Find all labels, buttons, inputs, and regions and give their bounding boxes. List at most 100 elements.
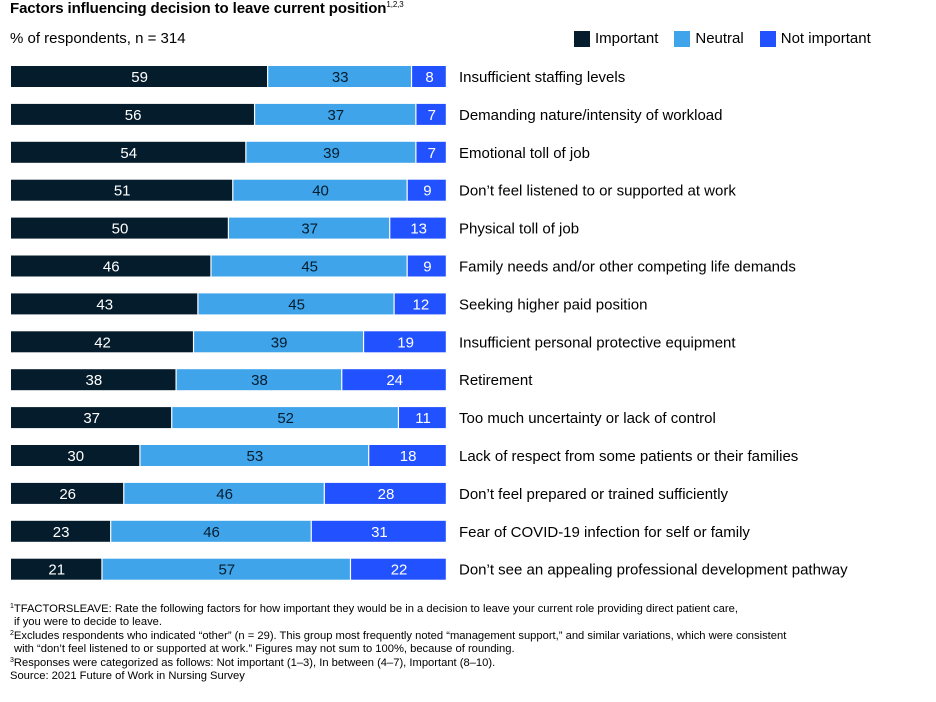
- data-label-not-important-14: 22: [391, 562, 408, 579]
- category-label-6: Family needs and/or other competing life…: [459, 259, 796, 276]
- footnote-1: 1TFACTORSLEAVE: Rate the following facto…: [10, 601, 910, 616]
- data-label-important-9: 38: [85, 372, 102, 389]
- data-label-not-important-10: 11: [415, 410, 431, 427]
- data-label-not-important-9: 24: [386, 372, 403, 389]
- bar-important-2: [11, 103, 254, 125]
- category-label-12: Don’t feel prepared or trained sufficien…: [459, 486, 729, 503]
- data-label-neutral-7: 45: [288, 296, 305, 313]
- data-label-neutral-10: 52: [277, 410, 294, 427]
- bar-important-4: [11, 179, 233, 201]
- footnote-2-mark: 2: [10, 630, 14, 638]
- data-label-neutral-12: 46: [216, 486, 233, 503]
- bar-not-important-11: [369, 445, 446, 466]
- data-label-important-4: 51: [114, 183, 131, 200]
- bar-neutral-3: [246, 141, 416, 163]
- category-label-4: Don’t feel listened to or supported at w…: [459, 183, 736, 200]
- data-label-important-5: 50: [112, 221, 129, 238]
- legend-label-neutral: Neutral: [695, 30, 744, 47]
- bar-not-important-3: [416, 141, 446, 163]
- footnote-1-continued: if you were to decide to leave.: [14, 615, 163, 628]
- data-label-important-13: 23: [53, 524, 70, 541]
- data-label-not-important-6: 9: [423, 259, 431, 276]
- data-label-neutral-3: 39: [323, 145, 340, 162]
- bar-not-important-2: [416, 103, 446, 125]
- category-label-11: Lack of respect from some patients or th…: [459, 448, 798, 465]
- footnote-3: 3Responses were categorized as follows: …: [10, 655, 910, 670]
- bar-neutral-12: [124, 482, 324, 504]
- footnote-2-text: Excludes respondents who indicated “othe…: [13, 630, 787, 643]
- bar-important-8: [11, 331, 193, 353]
- bar-important-10: [11, 407, 172, 429]
- data-label-important-1: 59: [131, 69, 148, 86]
- bar-not-important-8: [364, 331, 446, 353]
- category-label-8: Insufficient personal protective equipme…: [459, 334, 736, 351]
- chart-legend: Important Neutral Not important: [574, 30, 871, 47]
- chart-subtitle: % of respondents, n = 314: [10, 30, 186, 47]
- data-label-not-important-3: 7: [428, 145, 436, 162]
- category-label-10: Too much uncertainty or lack of control: [459, 410, 716, 427]
- data-label-important-11: 30: [67, 448, 84, 465]
- bar-important-12: [11, 482, 124, 504]
- bar-important-7: [11, 293, 198, 315]
- bar-neutral-10: [172, 407, 398, 429]
- chart-title-text: Factors influencing decision to leave cu…: [10, 0, 387, 17]
- bar-neutral-6: [211, 255, 407, 277]
- data-label-important-8: 42: [94, 334, 111, 351]
- category-label-7: Seeking higher paid position: [459, 296, 647, 313]
- bar-important-5: [11, 217, 228, 239]
- title-footnote-marks: 1,2,3: [386, 0, 404, 9]
- legend-swatch-neutral: [674, 30, 691, 47]
- bar-neutral-4: [233, 179, 407, 201]
- bar-important-6: [11, 255, 211, 277]
- data-label-not-important-2: 7: [428, 107, 436, 124]
- footnotes: 1TFACTORSLEAVE: Rate the following facto…: [10, 601, 910, 683]
- data-label-not-important-7: 12: [412, 296, 429, 313]
- bar-neutral-1: [268, 66, 411, 87]
- data-label-not-important-13: 31: [371, 524, 388, 541]
- footnote-3-mark: 3: [10, 657, 14, 665]
- data-label-important-12: 26: [59, 486, 76, 503]
- footnote-3-text: Responses were categorized as follows: N…: [13, 657, 496, 670]
- bar-not-important-14: [351, 558, 446, 580]
- bar-not-important-12: [324, 482, 446, 504]
- data-label-neutral-1: 33: [332, 69, 349, 86]
- bar-important-14: [11, 558, 102, 580]
- bar-not-important-10: [399, 407, 446, 429]
- data-label-not-important-8: 19: [397, 334, 414, 351]
- chart-title: Factors influencing decision to leave cu…: [10, 0, 404, 17]
- legend-item-important: Important: [574, 30, 658, 47]
- footnote-2-continued: with “don’t feel listened to or supporte…: [14, 642, 515, 655]
- bar-not-important-9: [342, 369, 446, 391]
- bar-neutral-14: [102, 558, 350, 580]
- bar-neutral-7: [198, 293, 394, 315]
- legend-swatch-not-important: [759, 30, 776, 47]
- bar-important-13: [11, 520, 111, 542]
- data-label-neutral-5: 37: [301, 221, 318, 238]
- bar-not-important-4: [407, 179, 446, 201]
- category-label-13: Fear of COVID-19 infection for self or f…: [459, 524, 750, 541]
- legend-swatch-important: [574, 30, 590, 47]
- category-label-9: Retirement: [459, 372, 533, 389]
- bar-not-important-1: [412, 66, 446, 87]
- data-label-neutral-13: 46: [203, 524, 220, 541]
- data-label-neutral-11: 53: [247, 448, 264, 465]
- data-label-important-2: 56: [125, 107, 142, 124]
- bar-important-11: [11, 445, 140, 466]
- data-label-neutral-4: 40: [312, 183, 329, 200]
- bar-important-9: [11, 369, 176, 391]
- bar-not-important-7: [394, 293, 446, 315]
- data-label-important-10: 37: [83, 410, 100, 427]
- legend-item-not-important: Not important: [759, 30, 871, 47]
- bar-neutral-13: [111, 520, 311, 542]
- data-label-important-6: 46: [103, 259, 120, 276]
- stacked-bar-chart: 59 33 8 Insufficient staffing levels 56 37 7 De…: [11, 66, 848, 580]
- data-label-important-7: 43: [96, 296, 113, 313]
- data-label-neutral-6: 45: [301, 259, 318, 276]
- bar-not-important-6: [407, 255, 446, 277]
- bar-important-3: [11, 141, 246, 163]
- data-label-neutral-9: 38: [251, 372, 268, 389]
- data-label-important-14: 21: [48, 562, 65, 579]
- data-label-neutral-2: 37: [327, 107, 344, 124]
- data-label-neutral-8: 39: [271, 334, 288, 351]
- legend-item-neutral: Neutral: [674, 30, 744, 47]
